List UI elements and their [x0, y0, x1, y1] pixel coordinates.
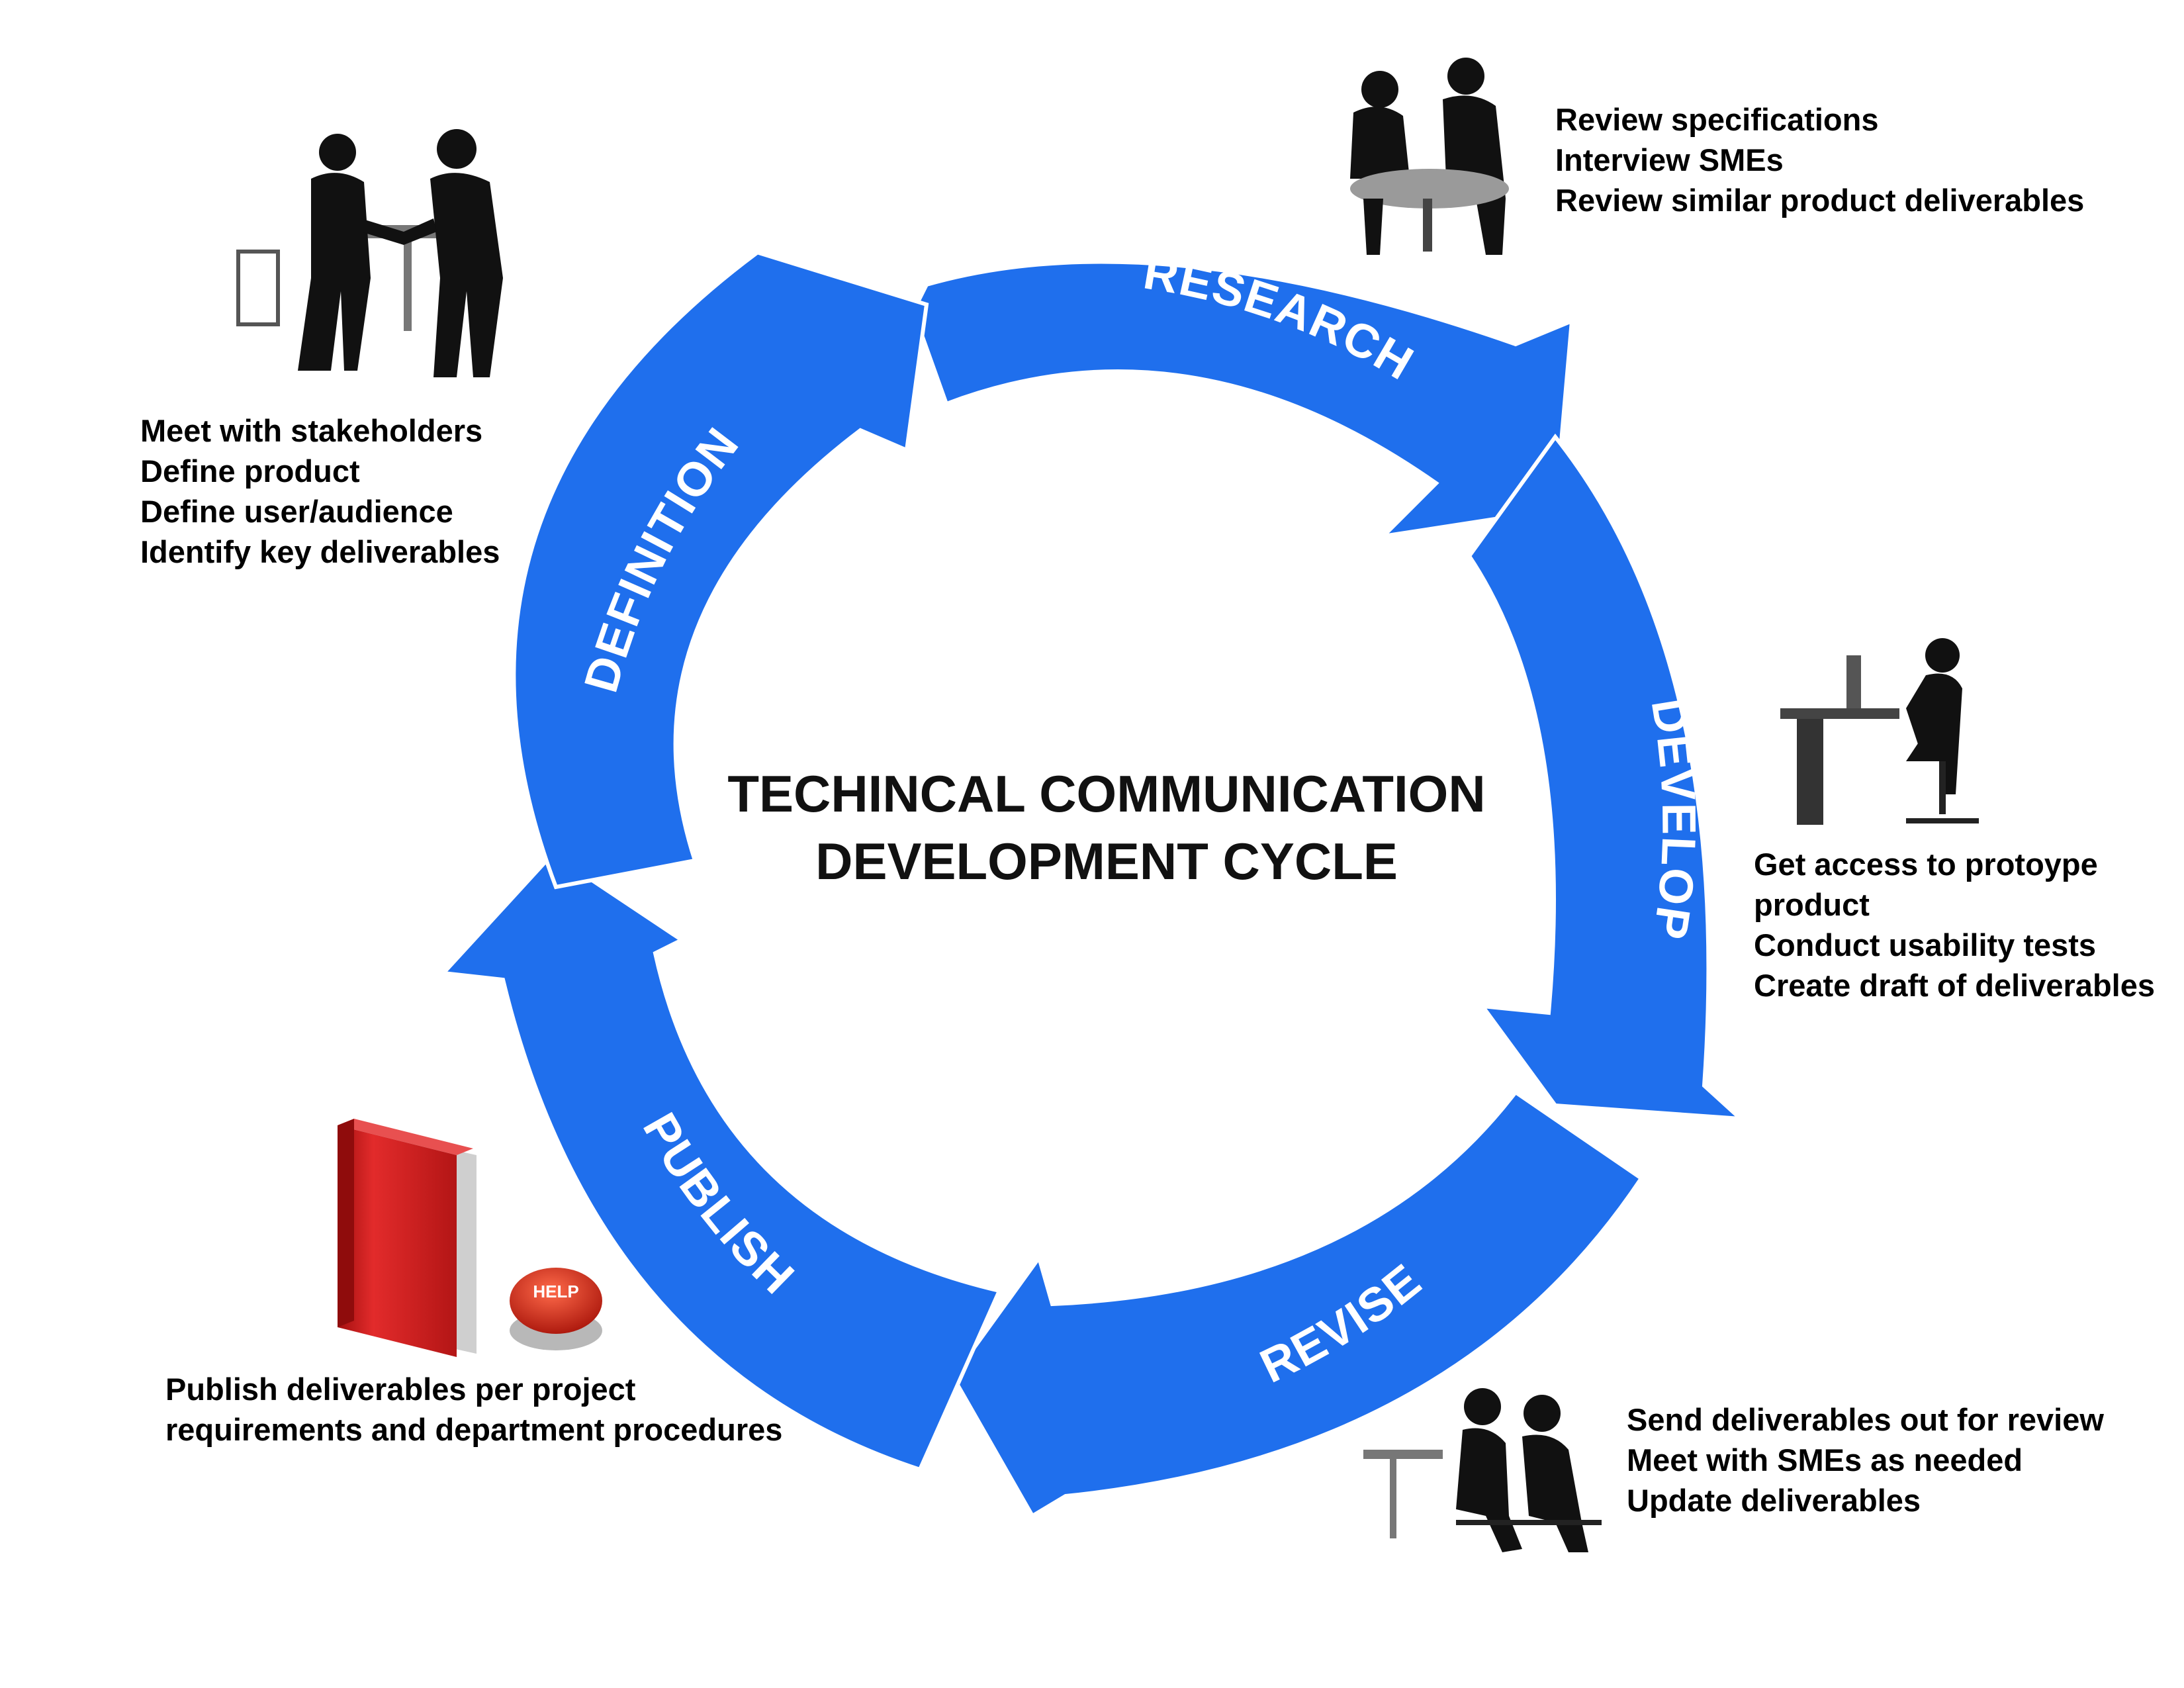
two-people-at-table-silhouette-icon — [1350, 58, 1509, 255]
develop-note: product — [1754, 887, 1870, 922]
develop-notes: Get access to protoype product Conduct u… — [1754, 844, 2155, 1006]
definition-arrow — [512, 243, 929, 890]
revise-note: Update deliverables — [1627, 1483, 1921, 1518]
publish-note: requirements and department procedures — [165, 1412, 783, 1447]
publish-notes: Publish deliverables per project require… — [165, 1369, 782, 1450]
handshake-silhouette-icon — [236, 129, 503, 377]
develop-note: Conduct usability tests — [1754, 927, 2097, 962]
two-people-reviewing-silhouette-icon — [1363, 1388, 1602, 1552]
diagram-title-line2: DEVELOPMENT CYCLE — [815, 832, 1398, 890]
develop-note: Create draft of deliverables — [1754, 968, 2155, 1003]
research-note: Review specifications — [1555, 102, 1879, 137]
research-note: Interview SMEs — [1555, 142, 1784, 177]
develop-arrow — [1467, 434, 1747, 1121]
person-at-desk-silhouette-icon — [1780, 638, 1979, 825]
definition-note: Define product — [140, 453, 360, 489]
research-arrow — [911, 259, 1574, 539]
research-note: Review similar product deliverables — [1555, 183, 2085, 218]
definition-note: Meet with stakeholders — [140, 413, 483, 448]
help-button-label: HELP — [533, 1282, 578, 1301]
revise-note: Meet with SMEs as needed — [1627, 1442, 2023, 1477]
publish-arrow — [439, 851, 1003, 1472]
cycle-ring — [439, 243, 1747, 1519]
definition-note: Define user/audience — [140, 494, 453, 529]
revise-arrow — [950, 1089, 1645, 1519]
definition-notes: Meet with stakeholders Define product De… — [140, 410, 500, 572]
publish-note: Publish deliverables per project — [165, 1372, 636, 1407]
red-book-help-button-icon: HELP — [338, 1119, 602, 1357]
diagram-title-line1: TECHINCAL COMMUNICATION — [727, 765, 1485, 823]
revise-notes: Send deliverables out for review Meet wi… — [1627, 1399, 2104, 1521]
definition-note: Identify key deliverables — [140, 534, 500, 569]
revise-note: Send deliverables out for review — [1627, 1402, 2104, 1437]
develop-note: Get access to protoype — [1754, 847, 2098, 882]
research-notes: Review specifications Interview SMEs Rev… — [1555, 99, 2084, 220]
